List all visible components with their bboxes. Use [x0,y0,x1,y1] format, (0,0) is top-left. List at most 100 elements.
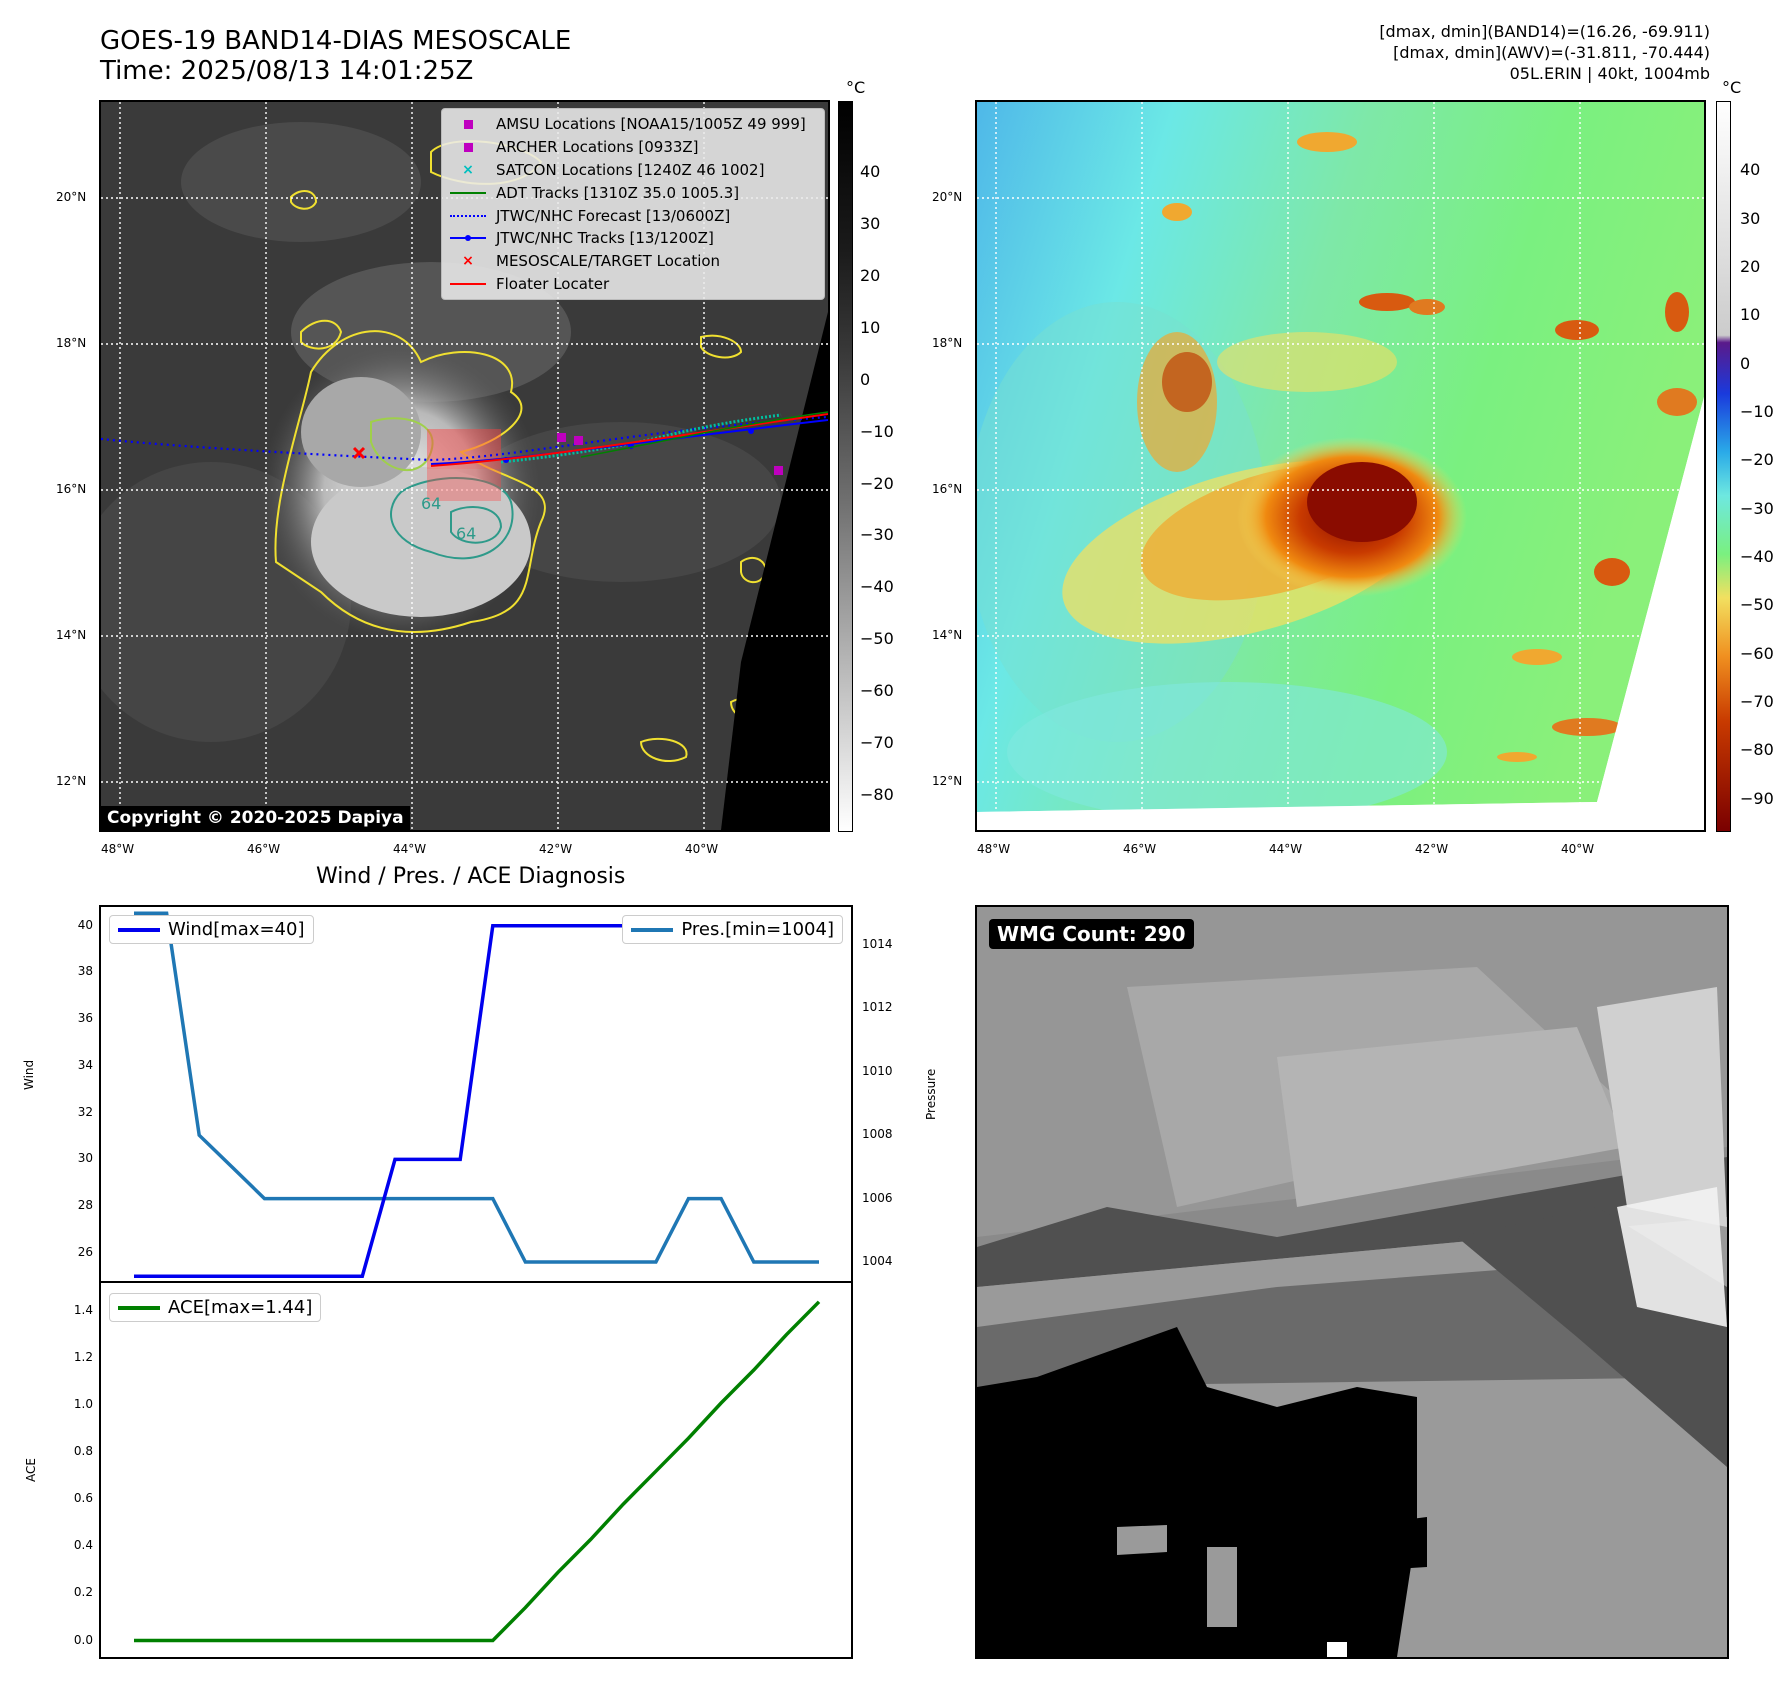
figure-title: GOES-19 BAND14-DIAS MESOSCALE [100,26,572,56]
wind-series-line [134,923,819,1279]
wmg-panel: WMG Count: 290 [975,905,1729,1659]
colorbar-left-tick: −50 [860,629,894,649]
lon-label-40w: 40°W [685,842,719,856]
lon-label-40w-right: 40°W [1561,842,1595,856]
legend-row-forecast: JTWC/NHC Forecast [13/0600Z] [448,204,818,227]
colorbar-left-tick: 40 [860,161,881,181]
info-line-2: [dmax, dmin](AWV)=(-31.811, -70.444) [1393,43,1710,62]
legend-label: AMSU Locations [NOAA15/1005Z 49 999] [496,115,806,134]
colorbar-right-tick: −40 [1740,546,1774,566]
colorbar-left-tick: −70 [860,733,894,753]
square-marker-icon [448,140,488,154]
lat-label-20n-right: 20°N [932,190,963,204]
legend-row-archer: ARCHER Locations [0933Z] [448,136,818,159]
wind-axis-tick: 32 [77,1104,93,1119]
wind-pressure-chart: Wind[max=40] Pres.[min=1004] [99,905,853,1283]
lat-label-14n-right: 14°N [932,628,963,642]
pressure-axis-label: Pressure [924,1068,938,1120]
ace-axis-label: ACE [24,1458,38,1482]
legend-label: JTWC/NHC Forecast [13/0600Z] [496,206,731,225]
pressure-axis-tick: 1010 [862,1063,893,1078]
wmg-count-badge: WMG Count: 290 [989,919,1194,949]
colorbar-left-tick: −10 [860,421,894,441]
pressure-axis-tick: 1012 [862,1000,893,1015]
lon-label-44w-right: 44°W [1269,842,1303,856]
colorbar-left-tick: −80 [860,785,894,805]
legend-label: JTWC/NHC Tracks [13/1200Z] [496,229,714,248]
colorbar-right-tick: 40 [1740,160,1761,180]
ace-series-line [134,1300,821,1643]
contour-label-2: 64 [456,524,477,543]
legend-row-adt: ADT Tracks [1310Z 35.0 1005.3] [448,181,818,204]
ace-axis-tick: 1.4 [73,1303,93,1318]
pressure-legend-line-icon [631,927,674,932]
lat-label-14n: 14°N [56,628,87,642]
figure-time: Time: 2025/08/13 14:01:25Z [100,56,474,86]
lon-label-46w-right: 46°W [1123,842,1157,856]
colorbar-left-tick: −20 [860,473,894,493]
colorbar-right-tick: 30 [1740,208,1761,228]
colorbar-right-tick: 20 [1740,256,1761,276]
lat-label-12n: 12°N [56,774,87,788]
lon-label-42w-right: 42°W [1415,842,1449,856]
legend-row-tracks: JTWC/NHC Tracks [13/1200Z] [448,227,818,250]
ace-axis-tick: 0.8 [73,1444,93,1459]
pressure-axis-tick: 1008 [862,1127,893,1142]
colorbar-left-tick: 30 [860,213,881,233]
line-icon [448,277,488,291]
lat-label-20n: 20°N [56,190,87,204]
colorbar-left-tick: 10 [860,317,881,337]
colorbar-right-unit: °C [1722,78,1742,97]
wind-axis-tick: 38 [77,964,93,979]
wind-axis-label: Wind [22,1059,36,1090]
wind-legend-line-icon [118,927,160,932]
lat-label-12n-right: 12°N [932,774,963,788]
line-icon [448,186,488,200]
colorbar-right [1716,101,1731,832]
pressure-axis-tick: 1014 [862,937,893,952]
pressure-series-line [134,911,819,1264]
colorbar-right-tick: 10 [1740,305,1761,325]
square-marker-icon [448,117,488,131]
x-marker-icon: × [462,161,474,178]
awv-map-image [977,102,1704,830]
lon-label-48w-right: 48°W [977,842,1011,856]
wmg-image [977,907,1727,1657]
ace-axis-tick: 0.0 [73,1632,93,1647]
colorbar-right-tick: −10 [1740,401,1774,421]
pressure-legend: Pres.[min=1004] [622,915,843,944]
lat-label-18n-right: 18°N [932,336,963,350]
copyright-label: Copyright © 2020-2025 Dapiya [101,806,410,830]
colorbar-left-tick: 20 [860,265,881,285]
ace-axis-tick: 1.0 [73,1397,93,1412]
legend-row-target: × MESOSCALE/TARGET Location [448,250,818,273]
colorbar-right-tick: −50 [1740,595,1774,615]
contour-label-1: 64 [421,494,442,513]
info-line-1: [dmax, dmin](BAND14)=(16.26, -69.911) [1379,22,1710,41]
pressure-legend-label: Pres.[min=1004] [681,919,834,940]
colorbar-right-tick: −30 [1740,498,1774,518]
colorbar-right-tick: −90 [1740,788,1774,808]
lon-label-46w: 46°W [247,842,281,856]
legend-row-floater: Floater Locater [448,273,818,296]
colorbar-left-tick: −40 [860,577,894,597]
info-line-3: 05L.ERIN | 40kt, 1004mb [1509,64,1710,83]
colorbar-right-tick: 0 [1740,353,1751,373]
x-marker-icon: × [462,253,474,270]
wind-legend-label: Wind[max=40] [168,919,305,940]
wind-axis-tick: 26 [77,1244,93,1259]
legend-row-satcon: × SATCON Locations [1240Z 46 1002] [448,159,818,182]
legend-label: MESOSCALE/TARGET Location [496,252,721,271]
colorbar-left [838,101,853,832]
colorbar-right-tick: −60 [1740,643,1774,663]
band14-map: 64 64 Copyright © 2020-2025 Dapiya AMSU … [99,100,830,832]
diagnosis-title: Wind / Pres. / ACE Diagnosis [316,864,626,889]
wind-legend: Wind[max=40] [109,915,314,944]
colorbar-right-tick: −80 [1740,740,1774,760]
ace-plot [134,1300,821,1643]
ace-axis-tick: 0.2 [73,1585,93,1600]
colorbar-left-unit: °C [846,78,866,97]
colorbar-left-tick: −60 [860,681,894,701]
pressure-axis-tick: 1006 [862,1190,893,1205]
wind-axis-tick: 28 [77,1198,93,1213]
